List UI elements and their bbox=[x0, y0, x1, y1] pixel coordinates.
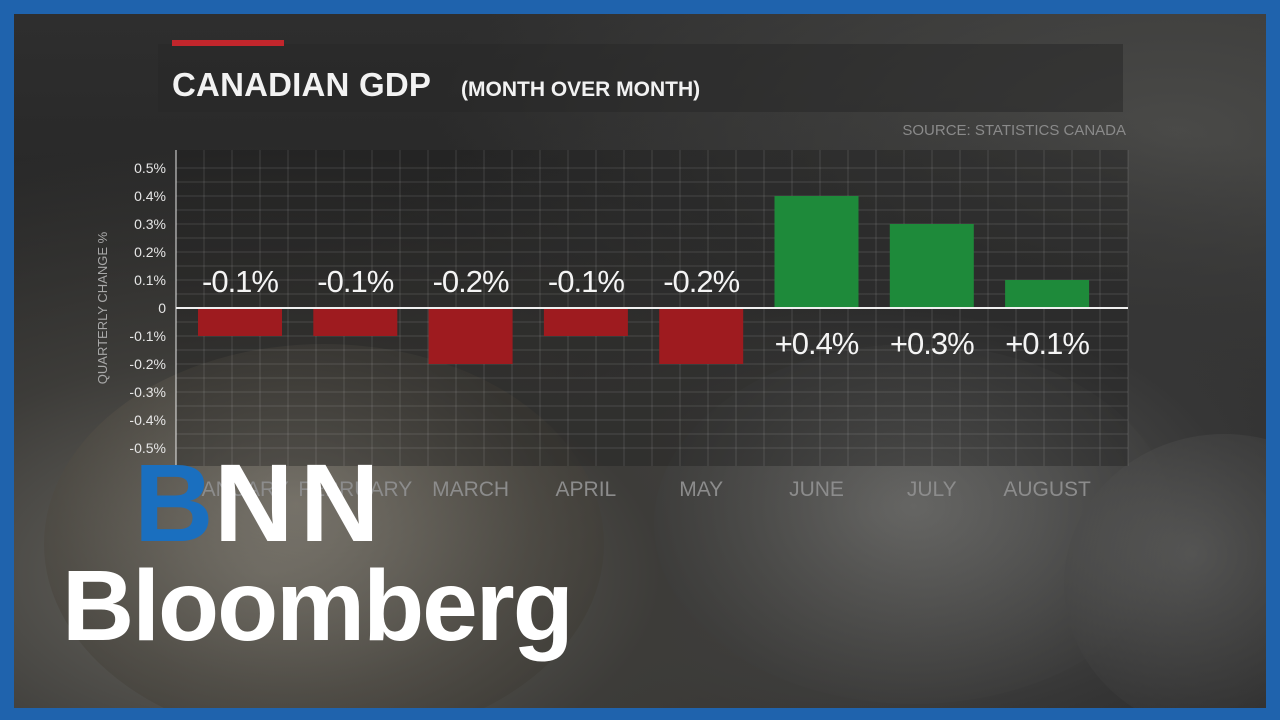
bloomberg-wordmark: Bloomberg bbox=[62, 550, 574, 662]
bar bbox=[313, 308, 398, 336]
y-tick-label: 0.5% bbox=[134, 160, 166, 176]
accent-line bbox=[172, 40, 284, 46]
bar bbox=[428, 308, 513, 364]
x-tick-label: MARCH bbox=[432, 478, 509, 501]
y-tick-label: -0.1% bbox=[129, 328, 166, 344]
logo-letter-n: N bbox=[214, 442, 294, 565]
x-tick-label: MAY bbox=[679, 478, 723, 501]
y-tick-label: -0.4% bbox=[129, 412, 166, 428]
data-label: -0.1% bbox=[548, 264, 624, 299]
y-tick-label: 0.4% bbox=[134, 188, 166, 204]
data-label: -0.1% bbox=[202, 264, 278, 299]
coin-image bbox=[44, 344, 604, 708]
logo-letter-b: B bbox=[134, 442, 214, 565]
x-tick-label: JUNE bbox=[789, 478, 844, 501]
chart-subtitle: (MONTH OVER MONTH) bbox=[461, 78, 701, 101]
x-tick-label: AUGUST bbox=[1003, 478, 1091, 501]
data-label: +0.4% bbox=[775, 326, 859, 361]
title-bar bbox=[158, 44, 1123, 112]
bar bbox=[1005, 280, 1090, 308]
data-label: -0.2% bbox=[433, 264, 509, 299]
y-tick-label: 0.2% bbox=[134, 244, 166, 260]
bar bbox=[774, 196, 859, 308]
y-tick-label: 0.3% bbox=[134, 216, 166, 232]
bar bbox=[659, 308, 744, 364]
bar bbox=[543, 308, 628, 336]
y-tick-label: -0.2% bbox=[129, 356, 166, 372]
chart-title: CANADIAN GDP bbox=[172, 66, 432, 103]
bar bbox=[889, 224, 974, 308]
y-tick-label: 0.1% bbox=[134, 272, 166, 288]
y-tick-label: -0.3% bbox=[129, 384, 166, 400]
x-tick-label: JANUARY bbox=[191, 478, 289, 501]
data-label: +0.1% bbox=[1005, 326, 1089, 361]
x-tick-label: APRIL bbox=[556, 478, 617, 501]
bar bbox=[198, 308, 282, 336]
y-tick-label: 0 bbox=[158, 300, 166, 316]
logo-letter-n: N bbox=[300, 442, 380, 565]
background-scene bbox=[14, 14, 1266, 708]
x-tick-label: JULY bbox=[907, 478, 957, 501]
data-label: -0.2% bbox=[663, 264, 739, 299]
data-label: +0.3% bbox=[890, 326, 974, 361]
source-label: SOURCE: STATISTICS CANADA bbox=[902, 122, 1126, 139]
data-label: -0.1% bbox=[317, 264, 393, 299]
y-tick-label: -0.5% bbox=[129, 440, 166, 456]
x-tick-label: FEBRUARY bbox=[298, 478, 412, 501]
y-axis-label: QUARTERLY CHANGE % bbox=[95, 231, 110, 384]
